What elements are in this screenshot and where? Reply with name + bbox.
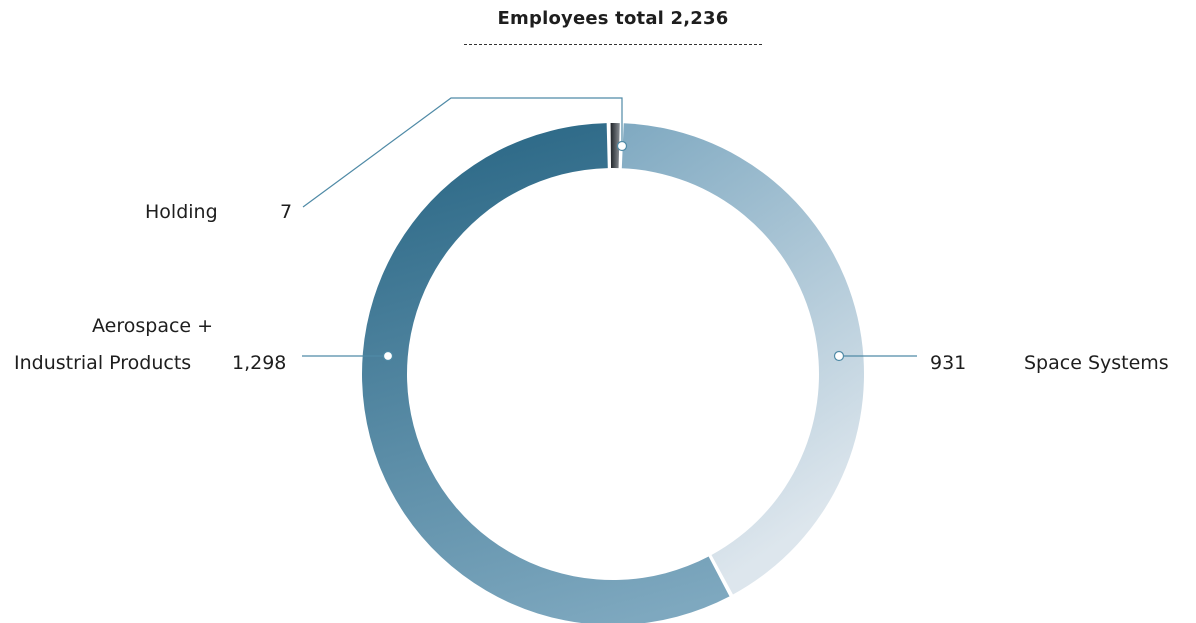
title-divider — [464, 44, 762, 45]
slice-space-systems — [621, 123, 865, 595]
holding-label: Holding — [145, 201, 218, 223]
space-systems-leader-dot — [833, 350, 845, 362]
aerospace-leader-dot — [382, 350, 394, 362]
holding-value: 7 — [280, 201, 293, 223]
donut-slices — [362, 123, 865, 623]
space-systems-label: Space Systems — [1024, 352, 1169, 374]
chart-title: Employees total 2,236 — [497, 8, 729, 29]
space-systems-value: 931 — [930, 352, 967, 374]
holding-leader-dot — [616, 140, 628, 152]
slice-holding — [610, 123, 620, 169]
slice-aerospace-industrial — [362, 123, 730, 623]
aerospace-label-line1: Aerospace + — [92, 315, 214, 337]
aerospace-label-line2: Industrial Products — [14, 352, 192, 374]
leader-lines — [302, 97, 917, 362]
aerospace-value: 1,298 — [232, 352, 287, 374]
holding-leader-line — [302, 97, 623, 208]
